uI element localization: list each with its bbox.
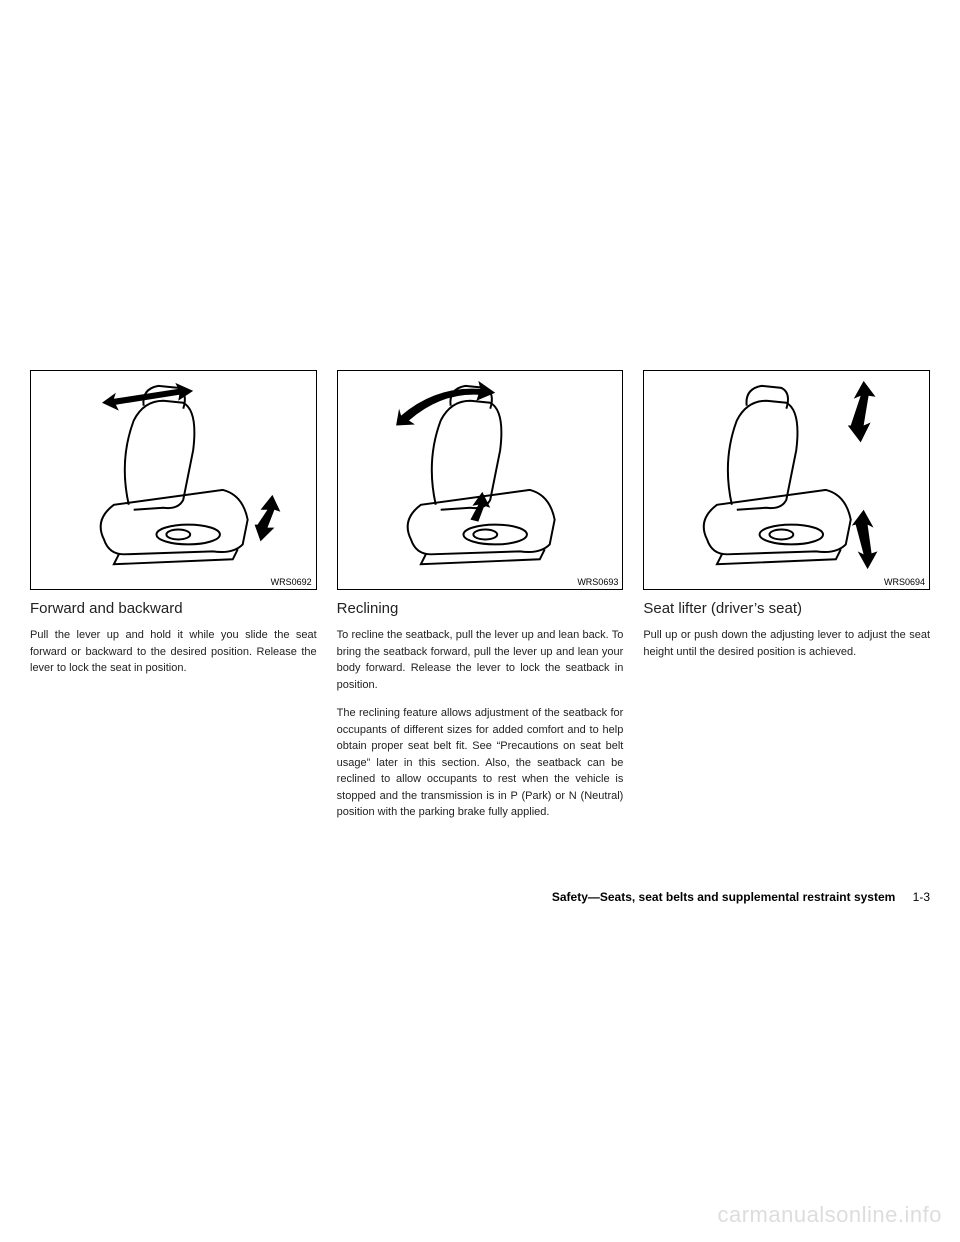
footer-page-number: 1-3 [913, 890, 930, 904]
figure-forward-backward: WRS0692 [30, 370, 317, 590]
page-content: WRS0692 Forward and backward Pull the le… [30, 370, 930, 833]
seat-diagram-3-icon [644, 371, 929, 589]
figure-reclining: WRS0693 [337, 370, 624, 590]
seat-diagram-1-icon [31, 371, 316, 589]
figure-2-label: WRS0693 [577, 577, 618, 587]
heading-forward-backward: Forward and backward [30, 600, 317, 617]
column-1: WRS0692 Forward and backward Pull the le… [30, 370, 317, 833]
body-col2-p1: To recline the seatback, pull the lever … [337, 627, 624, 693]
figure-seat-lifter: WRS0694 [643, 370, 930, 590]
heading-reclining: Reclining [337, 600, 624, 617]
column-3: WRS0694 Seat lifter (driver’s seat) Pull… [643, 370, 930, 833]
page-footer: Safety—Seats, seat belts and supplementa… [552, 890, 930, 904]
column-2: WRS0693 Reclining To recline the seatbac… [337, 370, 624, 833]
footer-section-title: Safety—Seats, seat belts and supplementa… [552, 890, 895, 904]
body-col2-p2: The reclining feature allows adjustment … [337, 705, 624, 821]
watermark: carmanualsonline.info [717, 1202, 942, 1228]
body-col3-p1: Pull up or push down the adjusting lever… [643, 627, 930, 660]
figure-1-label: WRS0692 [271, 577, 312, 587]
heading-seat-lifter: Seat lifter (driver’s seat) [643, 600, 930, 617]
seat-diagram-2-icon [338, 371, 623, 589]
figure-3-label: WRS0694 [884, 577, 925, 587]
body-col1-p1: Pull the lever up and hold it while you … [30, 627, 317, 677]
